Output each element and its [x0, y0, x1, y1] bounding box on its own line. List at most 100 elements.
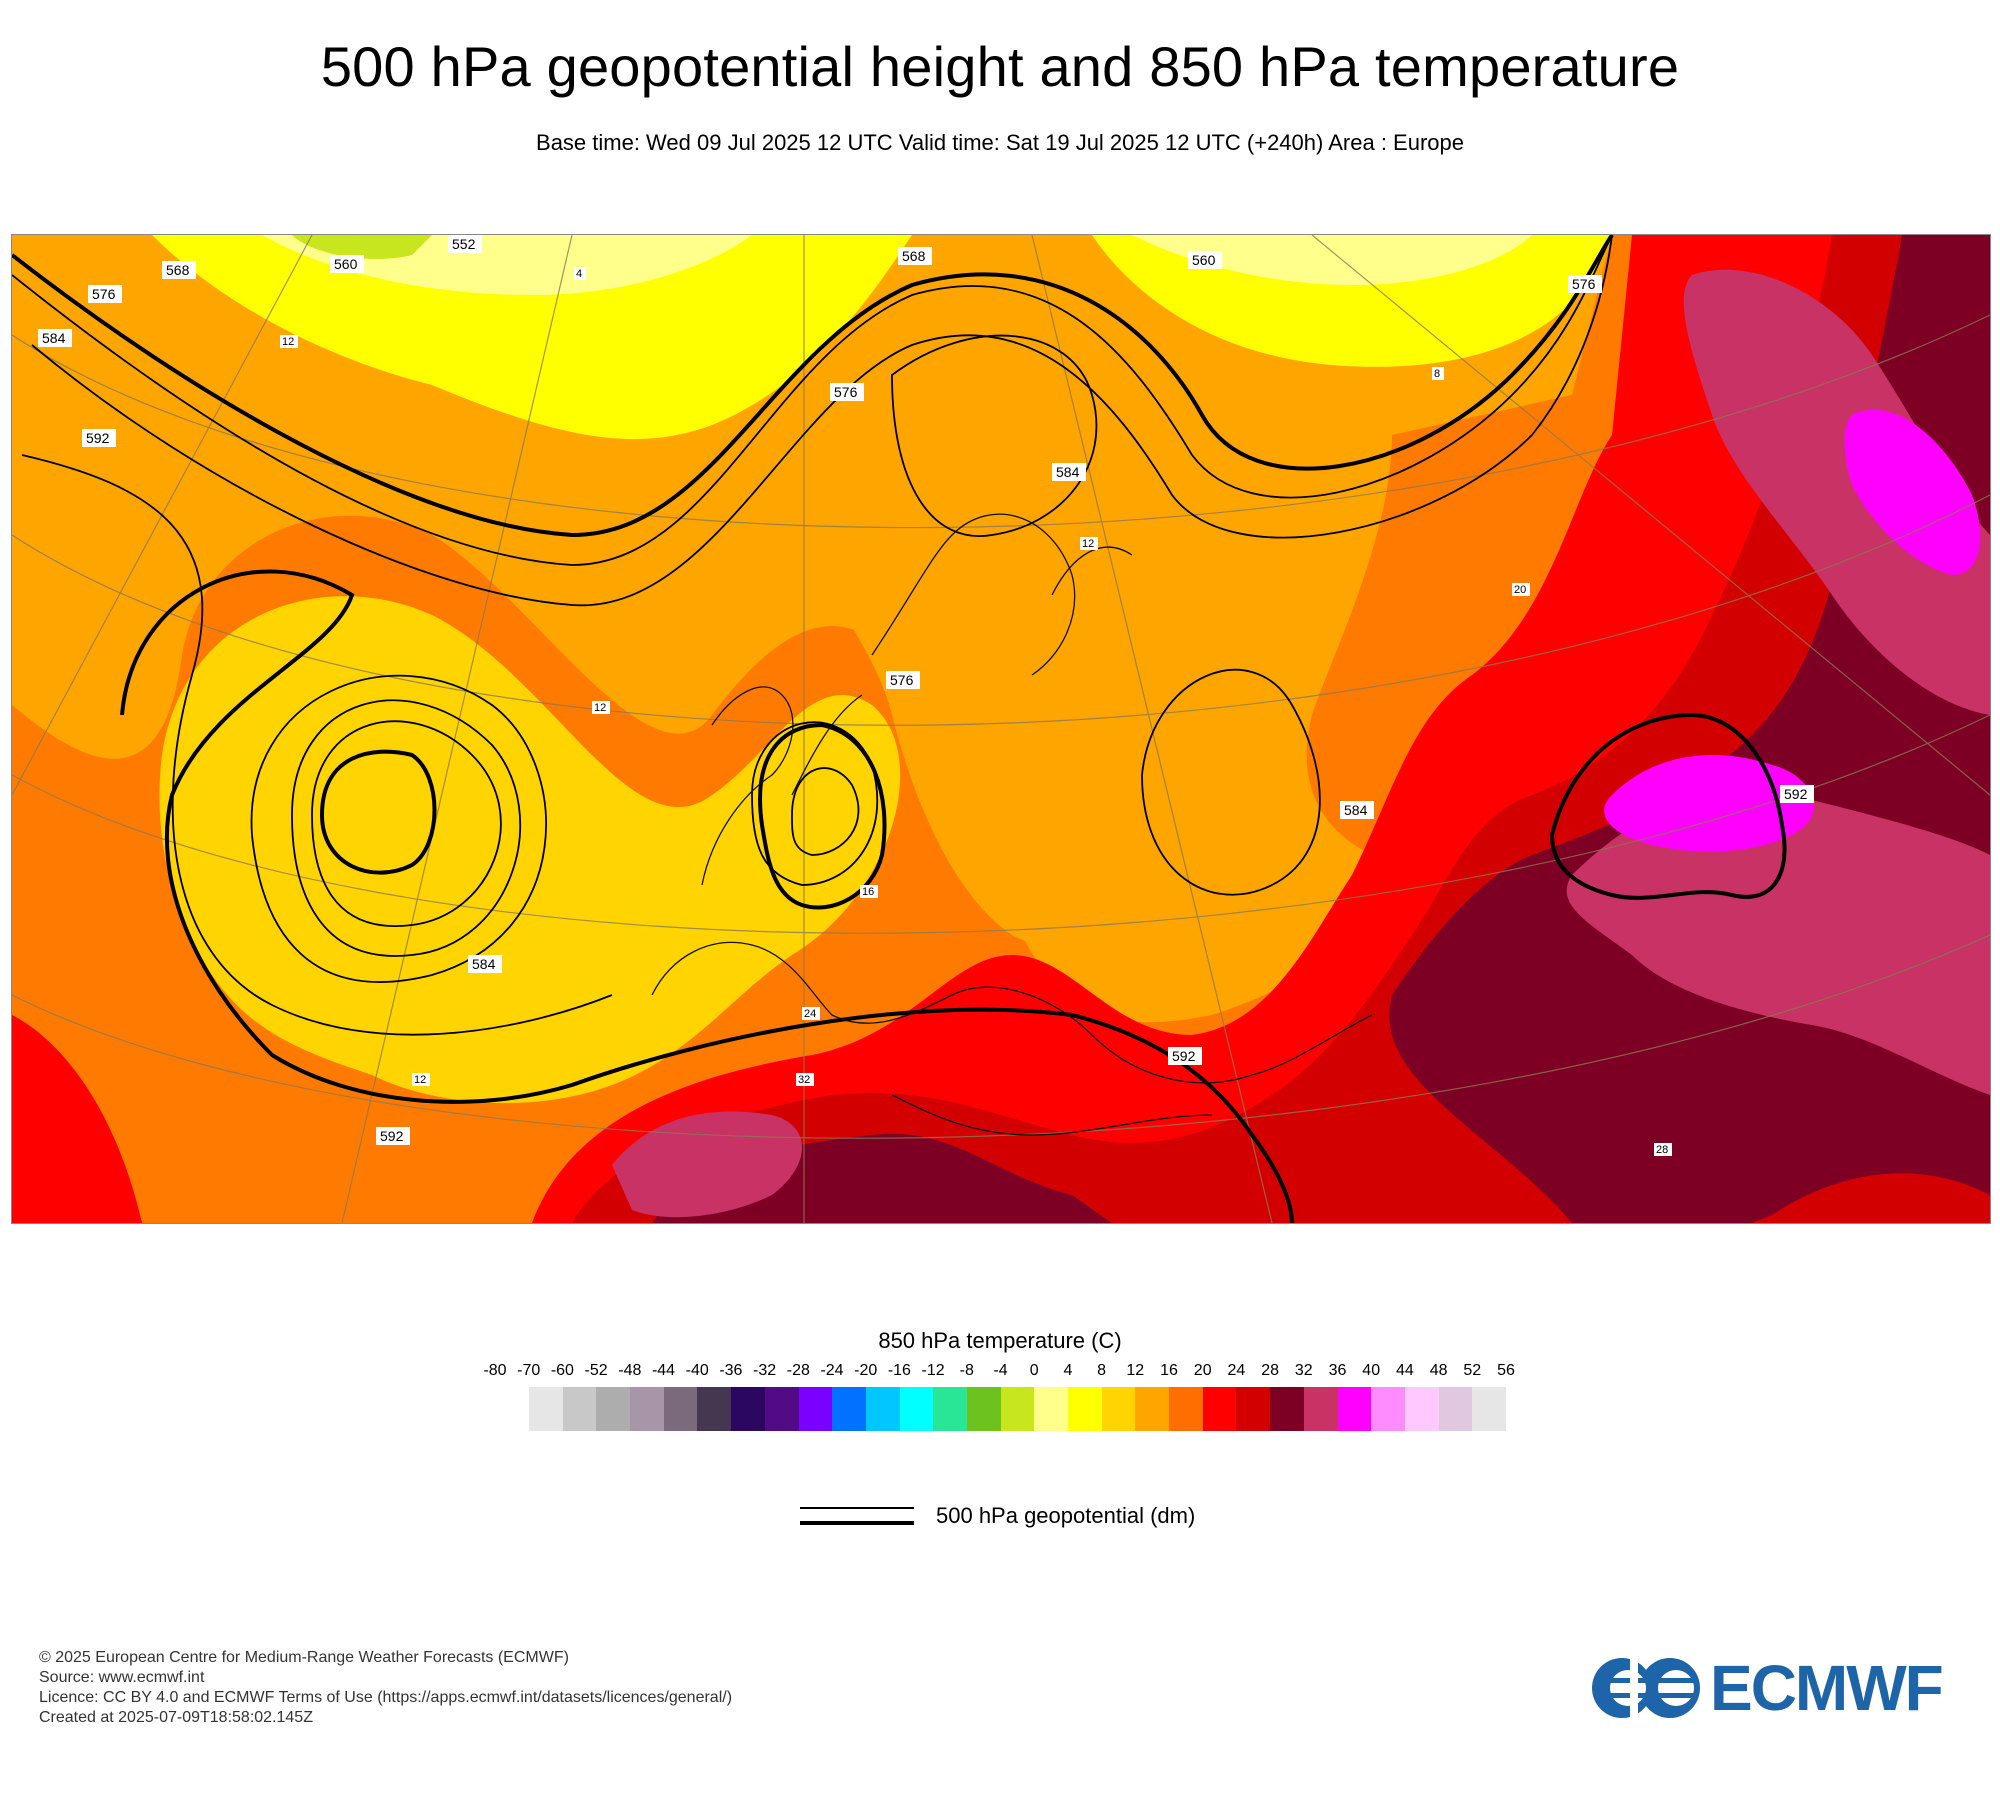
- colorbar-swatch: [865, 1387, 900, 1431]
- contour-label-592: 592: [86, 430, 110, 446]
- colorbar-tick-label: -12: [921, 1362, 945, 1379]
- colorbar-swatch: [1000, 1387, 1035, 1431]
- colorbar-swatch: [832, 1387, 866, 1431]
- contour-label-560: 560: [334, 256, 358, 272]
- colorbar-tick-label: 20: [1193, 1362, 1212, 1379]
- svg-text:16: 16: [862, 886, 874, 898]
- colorbar-tick-labels: -80 -70 -60 -52 -48 -44 -40 -36 -32 -28 -24 -20 -16-…: [483, 1362, 1535, 1382]
- geopotential-legend-label: 500 hPa geopotential (dm): [936, 1503, 1196, 1528]
- footer-source: Source: www.ecmwf.int: [39, 1669, 205, 1686]
- zone-red-southwest: [12, 1015, 142, 1223]
- colorbar-tick-label: -32: [753, 1362, 777, 1379]
- colorbar-tick-label: 36: [1328, 1362, 1347, 1379]
- footer-copyright: © 2025 European Centre for Medium-Range …: [39, 1649, 569, 1666]
- svg-text:12: 12: [282, 336, 294, 348]
- colorbar-swatch: [1337, 1387, 1372, 1431]
- colorbar-tick-label: -16: [887, 1362, 911, 1379]
- colorbar-swatch: [1101, 1387, 1136, 1431]
- colorbar-swatch: [1371, 1387, 1405, 1431]
- temperature-labels: 12 12 12 16 20 24 28 32 4 8 12: [280, 267, 1672, 1156]
- colorbar-swatch: [1202, 1387, 1237, 1431]
- colorbar-tick-label: 16: [1160, 1362, 1178, 1379]
- contour-labels: 552 560 560 568 568 576 576 576 584 584 …: [38, 235, 1814, 1145]
- colorbar-tick-label: -4: [993, 1362, 1008, 1379]
- chart-title: 500 hPa geopotential height and 850 hPa …: [320, 35, 1680, 98]
- contour-label-584: 584: [1056, 464, 1080, 480]
- colorbar-swatch: [529, 1387, 563, 1431]
- colorbar-swatch: [1068, 1387, 1102, 1431]
- geopotential-contours: [12, 235, 1613, 1036]
- contour-label-584: 584: [1344, 802, 1368, 818]
- colorbar-swatch: [966, 1387, 1001, 1431]
- contour-label-576: 576: [834, 384, 858, 400]
- colorbar-tick-label: -80: [483, 1362, 507, 1379]
- colorbar-tick-label: 4: [1063, 1362, 1073, 1379]
- graticule: [12, 235, 1990, 1223]
- colorbar-swatch: [1270, 1387, 1304, 1431]
- colorbar-swatch: [731, 1387, 765, 1431]
- temperature-legend-title: 850 hPa temperature (C): [878, 1328, 1122, 1353]
- colorbar-tick-label: 24: [1227, 1362, 1246, 1379]
- contour-label-584: 584: [472, 956, 496, 972]
- colorbar-tick-label: 12: [1126, 1362, 1145, 1379]
- colorbar-tick-label: -40: [685, 1362, 709, 1379]
- zone-pink-northeast: [1683, 269, 1990, 715]
- colorbar-swatch: [1303, 1387, 1338, 1431]
- ecmwf-logo[interactable]: ECMWF: [1590, 1656, 1962, 1720]
- temperature-colorbar: [529, 1387, 1506, 1431]
- colorbar-swatch: [1438, 1387, 1473, 1431]
- svg-text:28: 28: [1656, 1144, 1668, 1156]
- colorbar-tick-label: -44: [651, 1362, 676, 1379]
- contour-label-592: 592: [380, 1128, 404, 1144]
- colorbar-tick-label: -48: [618, 1362, 642, 1379]
- zone-green-greenland: [292, 235, 432, 259]
- zone-yellow-orange-atlantic: [159, 596, 901, 1104]
- svg-text:8: 8: [1434, 368, 1440, 380]
- colorbar-swatch: [1236, 1387, 1271, 1431]
- colorbar-tick-label: 52: [1463, 1362, 1482, 1379]
- contour-label-576: 576: [92, 286, 116, 302]
- contour-label-584: 584: [42, 330, 66, 346]
- coastlines: [651, 513, 1373, 1136]
- colorbar-tick-label: -52: [584, 1362, 608, 1379]
- svg-text:4: 4: [576, 268, 582, 280]
- colorbar-tick-label: -24: [820, 1362, 844, 1379]
- map-svg: 552 560 560 568 568 576 576 576 584 584 …: [12, 235, 1990, 1223]
- svg-text:12: 12: [1082, 538, 1094, 550]
- colorbar-tick-label: 8: [1097, 1362, 1107, 1379]
- colorbar-tick-label: 44: [1395, 1362, 1414, 1379]
- svg-text:12: 12: [594, 702, 606, 714]
- colorbar-swatch: [933, 1387, 967, 1431]
- colorbar-swatch: [1169, 1387, 1203, 1431]
- colorbar-tick-label: 48: [1429, 1362, 1448, 1379]
- contour-label-576: 576: [1572, 276, 1596, 292]
- zone-yellow-north: [152, 235, 912, 440]
- colorbar-swatch: [663, 1387, 698, 1431]
- colorbar-tick-label: -36: [719, 1362, 743, 1379]
- svg-text:20: 20: [1514, 584, 1526, 596]
- zone-magenta-kazakh: [1844, 409, 1981, 575]
- footer-licence: Licence: CC BY 4.0 and ECMWF Terms of Us…: [39, 1689, 733, 1706]
- zone-pink-sahara: [612, 1111, 802, 1218]
- svg-text:12: 12: [414, 1074, 426, 1086]
- colorbar-swatch: [1472, 1387, 1506, 1431]
- contour-label-592: 592: [1784, 786, 1808, 802]
- ecmwf-logo-text: ECMWF: [1710, 1652, 1944, 1724]
- colorbar-swatch: [1034, 1387, 1068, 1431]
- colorbar-swatch: [764, 1387, 799, 1431]
- contour-label-592: 592: [1172, 1048, 1196, 1064]
- colorbar-swatch: [1135, 1387, 1170, 1431]
- colorbar-swatch: [899, 1387, 934, 1431]
- colorbar-tick-label: 56: [1497, 1362, 1515, 1379]
- geopotential-legend-line-icon: [800, 1503, 914, 1529]
- colorbar-swatch: [562, 1387, 597, 1431]
- colorbar-swatch: [596, 1387, 631, 1431]
- colorbar-tick-label: 0: [1029, 1362, 1039, 1379]
- contour-label-552: 552: [452, 236, 476, 252]
- colorbar-swatch: [630, 1387, 664, 1431]
- forecast-map[interactable]: 552 560 560 568 568 576 576 576 584 584 …: [11, 234, 1991, 1224]
- footer-credits: © 2025 European Centre for Medium-Range …: [39, 1648, 732, 1728]
- colorbar-tick-label: 28: [1261, 1362, 1279, 1379]
- geopotential-legend: 500 hPa geopotential (dm): [800, 1496, 1195, 1536]
- colorbar-tick-label: -60: [550, 1362, 574, 1379]
